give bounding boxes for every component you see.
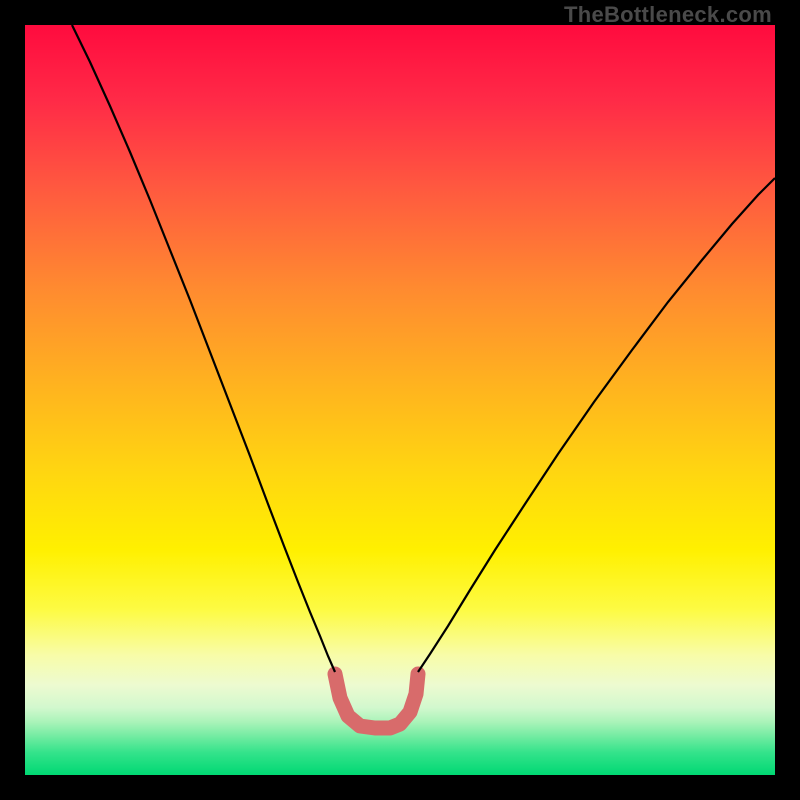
chart-canvas: TheBottleneck.com — [0, 0, 800, 800]
frame-right — [775, 0, 800, 800]
plot-gradient — [25, 25, 775, 775]
frame-bottom — [0, 775, 800, 800]
watermark-text: TheBottleneck.com — [564, 2, 772, 28]
frame-left — [0, 0, 25, 800]
